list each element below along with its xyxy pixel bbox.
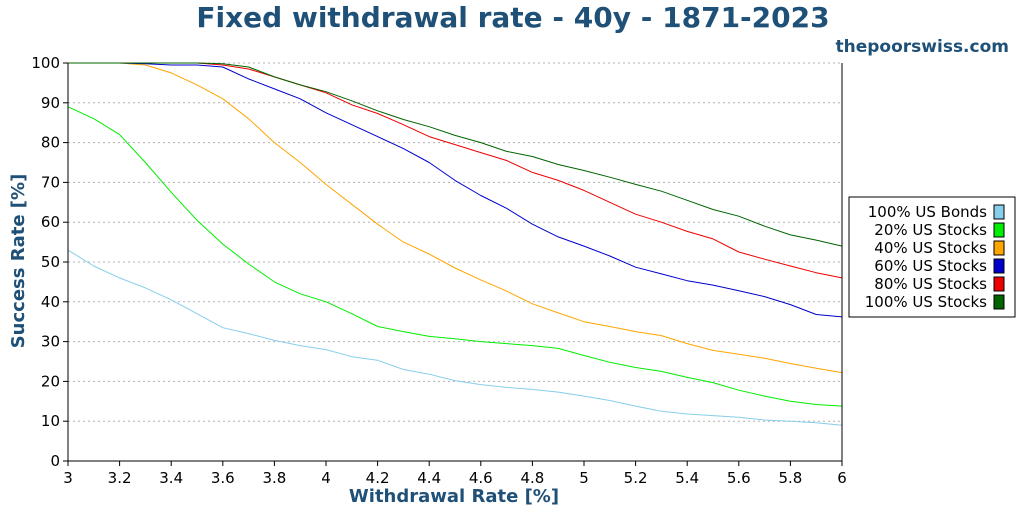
x-tick-label: 5.6 <box>727 469 751 487</box>
series-line <box>67 106 843 407</box>
x-tick-label: 4.2 <box>366 469 390 487</box>
x-tick-label: 3 <box>63 469 73 487</box>
legend-swatch <box>993 240 1005 256</box>
series-line <box>68 62 843 374</box>
x-tick-label: 5.2 <box>624 469 648 487</box>
y-tick-label: 0 <box>50 452 60 470</box>
y-tick-label: 80 <box>41 134 60 152</box>
x-tick-label: 3.2 <box>108 469 132 487</box>
series-line <box>67 249 843 426</box>
x-tick-label: 5 <box>579 469 589 487</box>
plot-lines <box>67 62 843 426</box>
legend-swatch <box>993 204 1005 220</box>
legend-label: 20% US Stocks <box>874 221 987 239</box>
y-tick-label: 10 <box>41 412 60 430</box>
x-tick-label: 3.6 <box>211 469 235 487</box>
y-tick-label: 60 <box>41 213 60 231</box>
x-tick-label: 4.8 <box>520 469 544 487</box>
legend-label: 100% US Bonds <box>868 203 987 221</box>
legend-swatch <box>993 222 1005 238</box>
series-line <box>68 62 843 247</box>
y-tick-label: 70 <box>41 173 60 191</box>
y-tick-label: 90 <box>41 94 60 112</box>
y-tick-label: 40 <box>41 293 60 311</box>
y-tick-label: 50 <box>41 253 60 271</box>
legend-label: 80% US Stocks <box>874 275 987 293</box>
legend-swatch <box>993 276 1005 292</box>
x-tick-label: 5.8 <box>778 469 802 487</box>
y-tick-label: 30 <box>41 333 60 351</box>
x-tick-label: 4 <box>321 469 331 487</box>
series-line <box>68 62 843 279</box>
legend-label: 40% US Stocks <box>874 239 987 257</box>
watermark: thepoorswiss.com <box>836 37 1010 57</box>
chart-title: Fixed withdrawal rate - 40y - 1871-2023 <box>196 1 829 34</box>
legend-box <box>848 196 1016 318</box>
x-tick-label: 3.8 <box>262 469 286 487</box>
axes: 0 10 20 30 40 50 60 70 80 90 100 3 3.2 3.4 3.6 3.8 4 4.2 4… <box>31 54 846 487</box>
x-tick-label: 4.6 <box>469 469 493 487</box>
legend-label: 100% US Stocks <box>865 293 987 311</box>
y-tick-label: 20 <box>41 372 60 390</box>
grid <box>68 62 842 422</box>
y-axis-label: Success Rate [%] <box>8 174 29 349</box>
x-tick-label: 3.4 <box>159 469 183 487</box>
legend-label: 60% US Stocks <box>874 257 987 275</box>
x-tick-label: 4.4 <box>417 469 441 487</box>
x-tick-label: 6 <box>837 469 847 487</box>
legend-swatch <box>993 294 1005 310</box>
x-axis-label: Withdrawal Rate [%] <box>349 486 559 507</box>
y-tick-label: 100 <box>31 54 60 72</box>
x-tick-label: 5.4 <box>675 469 699 487</box>
legend-swatch <box>993 258 1005 274</box>
series-line <box>68 62 843 318</box>
